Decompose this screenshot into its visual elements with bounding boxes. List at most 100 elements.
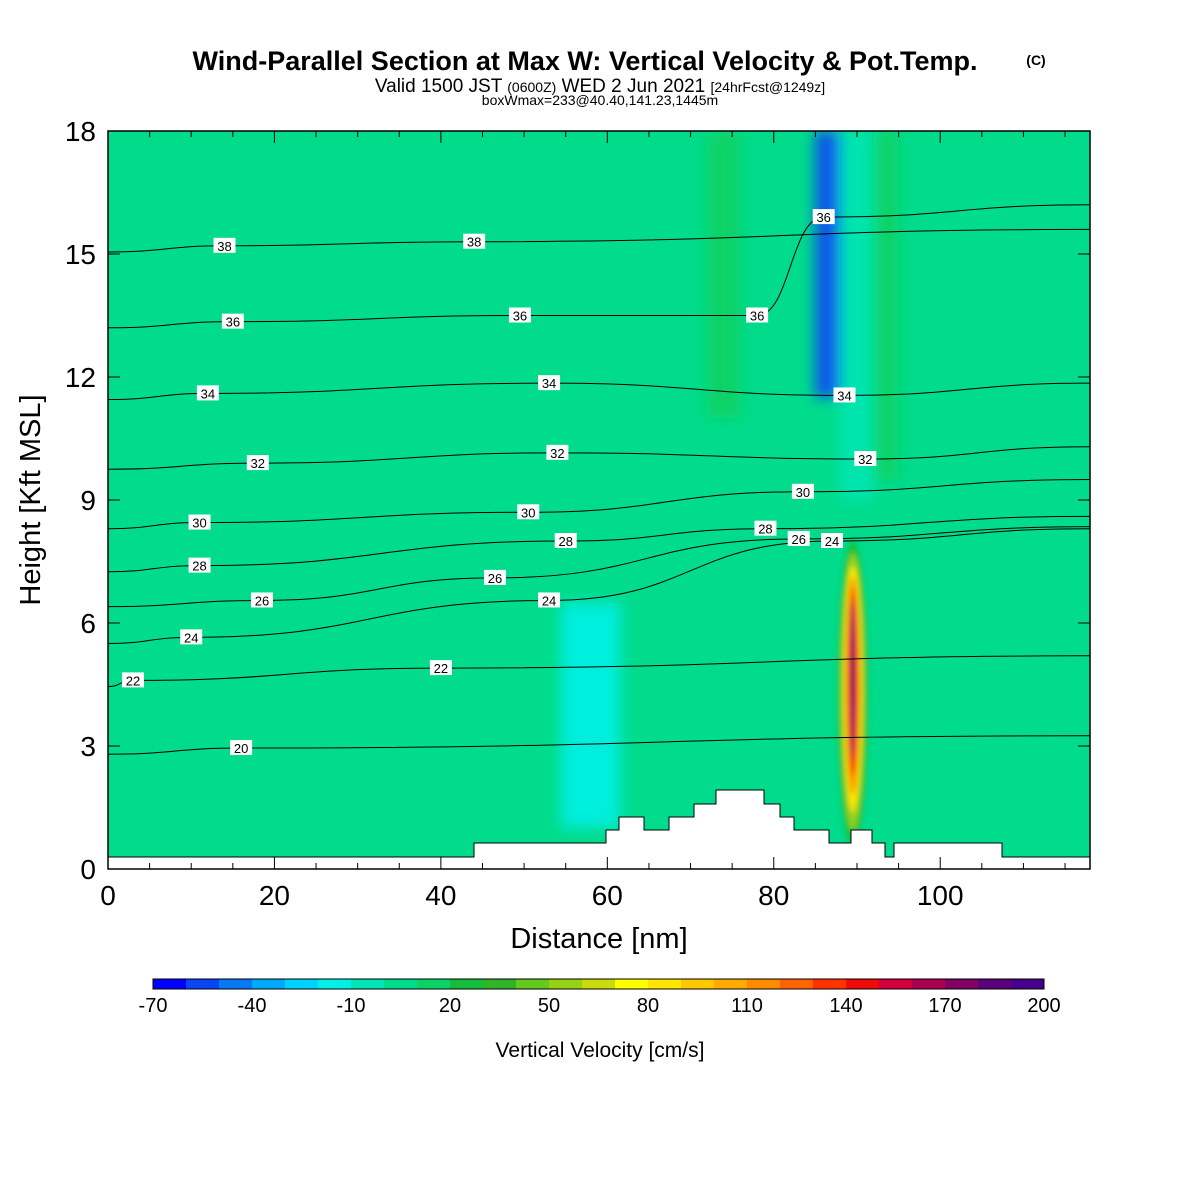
contour-label-bg bbox=[180, 629, 203, 645]
contour-label-bg bbox=[538, 375, 561, 391]
colorbar-swatch bbox=[219, 979, 253, 989]
isentrope-38 bbox=[108, 228, 1090, 253]
colorbar-label: -40 bbox=[238, 995, 267, 1017]
contour-label-text: 22 bbox=[126, 673, 140, 688]
x-tick-label: 100 bbox=[917, 880, 964, 911]
contour-label-24: 24 bbox=[821, 533, 844, 549]
contour-label-bg bbox=[230, 740, 253, 756]
contour-label-bg bbox=[821, 533, 844, 548]
terrain-mask bbox=[108, 789, 1090, 869]
colorbar-swatch bbox=[318, 979, 352, 989]
contour-label-34: 34 bbox=[538, 375, 561, 391]
colorbar-title: Vertical Velocity [cm/s] bbox=[496, 1039, 705, 1062]
contour-label-36: 36 bbox=[812, 209, 835, 225]
field-soft-layer bbox=[560, 131, 899, 828]
contour-label-bg bbox=[250, 592, 273, 608]
isentrope-32 bbox=[108, 446, 1090, 470]
contour-label-text: 26 bbox=[255, 593, 269, 608]
colorbar-swatch bbox=[483, 979, 517, 989]
colorbar-swatch bbox=[153, 979, 187, 989]
contour-label-text: 38 bbox=[467, 235, 481, 250]
x-tick-label: 60 bbox=[592, 880, 623, 911]
contour-label-bg bbox=[188, 514, 211, 530]
x-tick-label: 40 bbox=[425, 880, 456, 911]
contour-label-34: 34 bbox=[833, 387, 856, 403]
contour-label-bg bbox=[787, 530, 810, 546]
contour-label-bg bbox=[221, 313, 244, 329]
colorbar: -70 -40 -10 20 50 80 110 140 170 200 bbox=[139, 978, 1061, 1017]
field-weak-downward-column bbox=[839, 131, 874, 500]
contour-label-bg bbox=[429, 660, 452, 676]
updraft-level bbox=[850, 601, 856, 759]
subtitle-date: WED 2 Jun 2021 bbox=[562, 76, 706, 97]
contour-label-text: 32 bbox=[858, 452, 872, 467]
contour-label-bg bbox=[812, 209, 835, 225]
contour-label-28: 28 bbox=[754, 520, 777, 537]
colorbar-swatch bbox=[450, 979, 484, 989]
colorbar-swatch bbox=[978, 979, 1012, 989]
contour-labels: 38 38 36 36 36 36 34 34 34 32 32 32 30 30 30 28 28 28 26 26… bbox=[121, 209, 877, 756]
colorbar-label: 110 bbox=[731, 995, 763, 1017]
contour-label-38: 38 bbox=[213, 237, 236, 254]
y-tick-label: 0 bbox=[80, 854, 96, 885]
field-weak-upward-column bbox=[706, 131, 741, 418]
colorbar-swatch bbox=[912, 979, 946, 989]
colorbar-swatch bbox=[351, 979, 385, 989]
contour-label-28: 28 bbox=[554, 533, 577, 549]
plot-area: 38 38 36 36 36 36 34 34 34 32 32 32 30 30 30 28 28 28 26 26… bbox=[108, 131, 1090, 869]
contour-label-bg bbox=[196, 385, 219, 401]
colorbar-swatch bbox=[747, 979, 781, 989]
colorbar-label: -10 bbox=[337, 995, 366, 1017]
contour-label-bg bbox=[554, 533, 577, 548]
y-tick-label: 12 bbox=[65, 362, 96, 393]
contour-label-text: 30 bbox=[192, 516, 206, 531]
isentrope-20 bbox=[108, 735, 1090, 755]
x-tick-label: 0 bbox=[100, 880, 116, 911]
colorbar-swatch bbox=[516, 979, 550, 989]
colorbar-swatch bbox=[186, 979, 220, 989]
chart-subtitle: Valid 1500 JST (0600Z) WED 2 Jun 2021 [2… bbox=[375, 76, 825, 97]
title-mark: (C) bbox=[1026, 52, 1045, 68]
colorbar-label: 140 bbox=[829, 995, 862, 1017]
x-tick-label: 20 bbox=[259, 880, 290, 911]
contour-label-text: 28 bbox=[758, 522, 772, 537]
contour-label-bg bbox=[546, 444, 569, 460]
contour-label-bg bbox=[188, 557, 211, 573]
isentrope-26 bbox=[108, 526, 1090, 608]
y-tick-label: 9 bbox=[80, 485, 96, 516]
contour-label-text: 22 bbox=[434, 661, 448, 676]
contour-label-text: 28 bbox=[192, 559, 206, 574]
contour-label-bg bbox=[746, 307, 769, 323]
contour-label-24: 24 bbox=[538, 592, 561, 608]
chart-title: Wind-Parallel Section at Max W: Vertical… bbox=[193, 46, 978, 76]
colorbar-label: 200 bbox=[1027, 995, 1060, 1017]
contour-label-bg bbox=[213, 237, 236, 253]
vertical-velocity-field bbox=[560, 131, 899, 849]
colorbar-swatch bbox=[714, 979, 748, 989]
subtitle-forecast: [24hrFcst@1249z] bbox=[711, 79, 826, 95]
colorbar-swatch bbox=[549, 979, 583, 989]
contour-label-bg bbox=[463, 233, 486, 249]
contour-label-text: 24 bbox=[825, 534, 839, 549]
contour-label-text: 34 bbox=[542, 376, 556, 391]
contour-label-bg bbox=[517, 504, 540, 520]
contour-label-text: 24 bbox=[542, 593, 556, 608]
colorbar-swatch bbox=[846, 979, 880, 989]
colorbar-swatch bbox=[813, 979, 847, 989]
x-tick-label: 80 bbox=[758, 880, 789, 911]
contour-label-text: 26 bbox=[791, 532, 805, 547]
y-tick-label: 3 bbox=[80, 731, 96, 762]
colorbar-label: -70 bbox=[139, 995, 168, 1017]
contour-label-bg bbox=[754, 520, 777, 536]
contour-label-30: 30 bbox=[791, 483, 814, 500]
contour-label-bg bbox=[538, 592, 561, 608]
chart-subtitle-box: boxWmax=233@40.40,141.23,1445m bbox=[482, 92, 718, 108]
contour-label-36: 36 bbox=[508, 307, 531, 324]
contour-label-26: 26 bbox=[250, 592, 273, 608]
contour-label-text: 36 bbox=[513, 309, 527, 324]
colorbar-label: 170 bbox=[928, 995, 961, 1017]
contour-label-24: 24 bbox=[180, 629, 203, 645]
contour-label-20: 20 bbox=[230, 740, 253, 756]
contour-label-bg bbox=[833, 387, 856, 403]
